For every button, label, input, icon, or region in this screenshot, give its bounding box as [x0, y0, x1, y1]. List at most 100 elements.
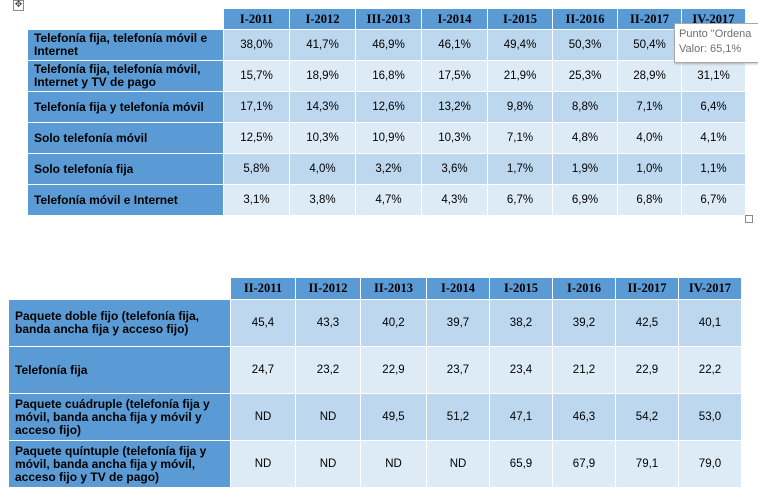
- table1-header-cell: III-2013: [355, 8, 422, 30]
- table-cell: 1,9%: [552, 153, 618, 185]
- table-cell: 25,3%: [552, 60, 618, 92]
- table-cell: 7,1%: [487, 122, 553, 154]
- table-cell: 79,1: [615, 440, 679, 488]
- row-label: Paquete doble fijo (telefonía fija, band…: [8, 299, 231, 347]
- table2-header-cell: II-2012: [295, 277, 361, 300]
- table-cell: 4,0%: [289, 153, 356, 185]
- row-label: Paquete quíntuple (telefonía fija y móvi…: [8, 440, 231, 488]
- table-row: Paquete cuádruple (telefonía fija y móvi…: [8, 393, 742, 441]
- table-cell: 1,1%: [681, 153, 746, 185]
- row-label: Solo telefonía móvil: [27, 122, 224, 154]
- table1-header-cell: I-2014: [421, 8, 488, 30]
- resize-handle-icon[interactable]: [745, 215, 753, 223]
- row-label: Paquete cuádruple (telefonía fija y móvi…: [8, 393, 231, 441]
- table-cell: 10,9%: [355, 122, 422, 154]
- table-cell: 22,9: [615, 346, 679, 394]
- table-cell: 22,9: [360, 346, 427, 394]
- table-cell: 40,1: [678, 299, 742, 347]
- table-row: Solo telefonía móvil 12,5% 10,3% 10,9% 1…: [27, 122, 746, 154]
- table-cell: 8,8%: [552, 91, 618, 123]
- table-cell: 18,9%: [289, 60, 356, 92]
- table-cell: 3,6%: [421, 153, 488, 185]
- table-cell: 40,2: [360, 299, 427, 347]
- table1-header-cell: I-2015: [487, 8, 553, 30]
- table-cell: 1,0%: [617, 153, 682, 185]
- table1-header-row: I-2011 I-2012 III-2013 I-2014 I-2015 II-…: [28, 8, 746, 30]
- table-cell: 6,4%: [681, 91, 746, 123]
- table-cell: 45,4: [230, 299, 296, 347]
- table1-header-cell: I-2012: [289, 8, 356, 30]
- household-services-table: I-2011 I-2012 III-2013 I-2014 I-2015 II-…: [27, 8, 746, 216]
- table-cell: 43,3: [295, 299, 361, 347]
- table-cell: 51,2: [426, 393, 490, 441]
- table-cell: 12,6%: [355, 91, 422, 123]
- table-cell: ND: [230, 393, 296, 441]
- table-cell: 54,2: [615, 393, 679, 441]
- table-cell: 1,7%: [487, 153, 553, 185]
- table-cell: 4,3%: [421, 184, 488, 216]
- table-cell: 4,1%: [681, 122, 746, 154]
- table-cell: 4,7%: [355, 184, 422, 216]
- table1-header-cell: II-2016: [552, 8, 618, 30]
- table-row: Paquete quíntuple (telefonía fija y móvi…: [8, 440, 742, 488]
- table-row: Solo telefonía fija 5,8% 4,0% 3,2% 3,6% …: [27, 153, 746, 185]
- table-cell: ND: [295, 440, 361, 488]
- table-cell: 13,2%: [421, 91, 488, 123]
- row-label: Telefonía fija, telefonía móvil, Interne…: [27, 60, 224, 92]
- table-cell: 31,1%: [681, 60, 746, 92]
- table-cell: 50,3%: [552, 29, 618, 61]
- table-cell: ND: [426, 440, 490, 488]
- table-cell: 4,0%: [617, 122, 682, 154]
- table2-header-cell: I-2016: [552, 277, 616, 300]
- table-cell: 46,9%: [355, 29, 422, 61]
- table-cell: 4,8%: [552, 122, 618, 154]
- table-cell: 3,1%: [223, 184, 290, 216]
- table-cell: 42,5: [615, 299, 679, 347]
- table1-header-cell: I-2011: [223, 8, 290, 30]
- table-cell: ND: [230, 440, 296, 488]
- table-cell: 38,2: [489, 299, 553, 347]
- table-cell: 67,9: [552, 440, 616, 488]
- table2-header-row: II-2011 II-2012 II-2013 I-2014 I-2015 I-…: [9, 277, 742, 300]
- table1-corner: [28, 9, 224, 30]
- table-cell: 15,7%: [223, 60, 290, 92]
- table-cell: 3,8%: [289, 184, 356, 216]
- table-cell: 39,2: [552, 299, 616, 347]
- table-cell: 23,7: [426, 346, 490, 394]
- table-cell: 53,0: [678, 393, 742, 441]
- table-cell: 6,7%: [681, 184, 746, 216]
- table-cell: 5,8%: [223, 153, 290, 185]
- tooltip-title: Punto "Ordena: [679, 28, 752, 40]
- table-row: Telefonía fija y telefonía móvil 17,1% 1…: [27, 91, 746, 123]
- table2-header-cell: IV-2017: [678, 277, 742, 300]
- table2-header-cell: I-2015: [489, 277, 553, 300]
- table-cell: 3,2%: [355, 153, 422, 185]
- table-cell: 6,8%: [617, 184, 682, 216]
- table2-corner: [9, 278, 231, 300]
- table-cell: 49,5: [360, 393, 427, 441]
- table-row: Telefonía fija, telefonía móvil, Interne…: [27, 60, 746, 92]
- chart-point-tooltip: Punto "Ordena Valor: 65,1%: [674, 23, 758, 63]
- table2-header-cell: II-2017: [615, 277, 679, 300]
- table-cell: ND: [295, 393, 361, 441]
- table-cell: 47,1: [489, 393, 553, 441]
- table-cell: 16,8%: [355, 60, 422, 92]
- table-cell: 50,4%: [617, 29, 682, 61]
- row-label: Solo telefonía fija: [27, 153, 224, 185]
- table-cell: ND: [360, 440, 427, 488]
- row-label: Telefonía fija: [8, 346, 231, 394]
- table-move-handle-icon[interactable]: ✥: [13, 0, 24, 11]
- table2-header-cell: I-2014: [426, 277, 490, 300]
- table-cell: 65,9: [489, 440, 553, 488]
- table-cell: 41,7%: [289, 29, 356, 61]
- service-prices-table: II-2011 II-2012 II-2013 I-2014 I-2015 I-…: [8, 277, 742, 488]
- table-cell: 14,3%: [289, 91, 356, 123]
- table-cell: 49,4%: [487, 29, 553, 61]
- row-label: Telefonía móvil e Internet: [27, 184, 224, 216]
- table-row: Paquete doble fijo (telefonía fija, band…: [8, 299, 742, 347]
- table-cell: 7,1%: [617, 91, 682, 123]
- table-cell: 21,9%: [487, 60, 553, 92]
- table-cell: 39,7: [426, 299, 490, 347]
- table-cell: 17,5%: [421, 60, 488, 92]
- table-cell: 24,7: [230, 346, 296, 394]
